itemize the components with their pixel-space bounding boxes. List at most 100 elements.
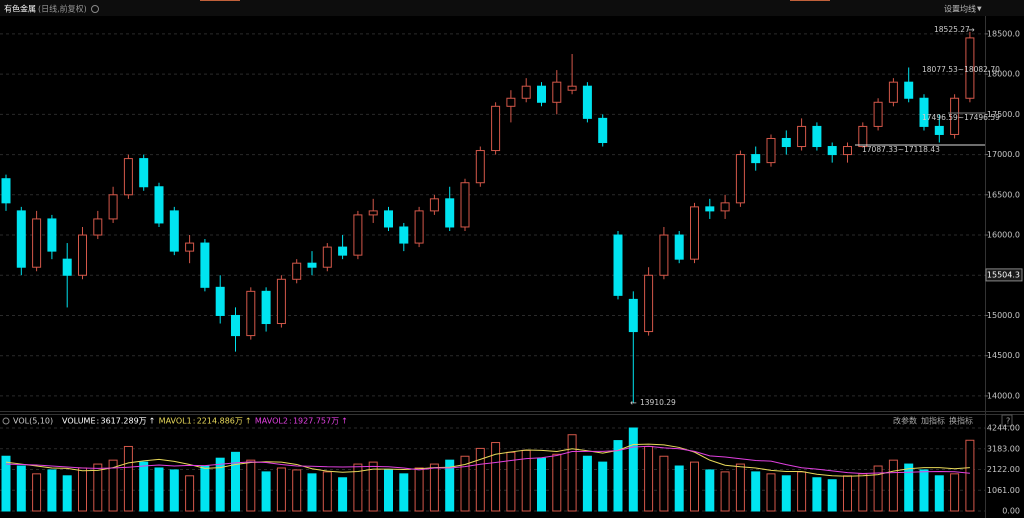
- volume-bar: [904, 463, 914, 512]
- candle-body: [368, 210, 378, 216]
- volume-bar: [598, 461, 608, 512]
- volume-bar: [919, 469, 929, 512]
- volume-bar: [873, 465, 883, 512]
- candle-body: [690, 206, 699, 260]
- volume-bar: [445, 459, 455, 512]
- y-tick-label: 4244.00: [987, 424, 1020, 433]
- price-marker-box: [985, 268, 1023, 282]
- y-tick-label: 17500.0: [987, 110, 1020, 119]
- legend-arrow: ↑: [341, 417, 348, 426]
- candle-body: [644, 274, 654, 333]
- candle-body: [873, 101, 883, 127]
- candle-body: [231, 314, 240, 337]
- candle-body: [521, 85, 531, 99]
- y-tick-label: 16000.0: [987, 231, 1020, 240]
- legend-sep: :: [97, 417, 100, 426]
- legend-name: MAVOL2: [255, 417, 288, 426]
- volume-bar: [307, 473, 317, 512]
- vol-title: VOL(5,10): [13, 417, 53, 426]
- y-tick-label: 2122.00: [987, 465, 1020, 474]
- candle-body: [843, 146, 852, 156]
- volume-bar: [690, 461, 699, 512]
- legend-arrow: ↑: [149, 417, 156, 426]
- y-tick-label: 18500.0: [987, 29, 1020, 38]
- candle-body: [16, 210, 26, 268]
- candle-body: [429, 198, 439, 212]
- candle-body: [169, 210, 179, 252]
- volume-bar: [751, 471, 761, 512]
- candle-body: [445, 198, 455, 228]
- legend-value: 3617.289万: [101, 417, 147, 426]
- volume-bar: [261, 471, 271, 512]
- volume-bar: [934, 475, 944, 512]
- vol-icon: [2, 417, 10, 425]
- candle-body: [613, 234, 623, 296]
- indicator-button[interactable]: 改参数: [893, 416, 917, 426]
- volume-bar: [552, 453, 562, 512]
- volume-bar: [47, 469, 57, 512]
- legend-name: MAVOL1: [159, 417, 192, 426]
- volume-bar: [475, 447, 485, 512]
- volume-bar: [705, 469, 715, 512]
- candle-body: [827, 146, 837, 156]
- candle-body: [93, 218, 103, 236]
- candle-body: [261, 290, 271, 325]
- settings-icon[interactable]: [91, 5, 99, 13]
- candle-body: [705, 206, 715, 212]
- y-tick-label: 15000.0: [987, 311, 1020, 320]
- volume-bar: [139, 461, 149, 512]
- dropdown-icon[interactable]: ▼: [977, 6, 982, 13]
- candle-body: [491, 105, 501, 152]
- legend-arrow: ↑: [245, 417, 252, 426]
- volume-bar: [78, 467, 87, 512]
- volume-bar: [644, 445, 654, 512]
- candle-body: [32, 218, 42, 268]
- y-tick-label: 17000.0: [987, 150, 1020, 159]
- candle-body: [475, 150, 485, 184]
- help-icon[interactable]: ?: [1006, 417, 1010, 426]
- volume-bar: [16, 465, 26, 512]
- price-marker: 15504.3: [987, 270, 1020, 279]
- indicator-button[interactable]: 加指标: [921, 416, 945, 426]
- volume-bar: [812, 477, 822, 512]
- candle-body: [888, 81, 898, 103]
- volume-bar: [231, 451, 240, 512]
- legend-value: 1927.757万: [293, 417, 339, 426]
- volume-bar: [384, 469, 393, 512]
- candle-body: [322, 246, 332, 268]
- candle-body: [353, 214, 363, 256]
- candle-body: [307, 262, 317, 268]
- help-box[interactable]: [1001, 414, 1013, 427]
- candle-body: [720, 202, 730, 212]
- candle-body: [506, 97, 516, 107]
- candle-body: [215, 286, 225, 316]
- ma-button[interactable]: 设置均线: [944, 4, 976, 14]
- volume-bar: [537, 457, 546, 512]
- legend-value: 2214.886万: [197, 417, 243, 426]
- ma-line: [5, 445, 970, 474]
- candle-body: [62, 258, 72, 276]
- candle-body: [812, 125, 822, 148]
- volume-bar: [950, 473, 960, 512]
- volume-bar: [123, 445, 133, 512]
- candle-body: [200, 242, 210, 288]
- candle-body: [1, 178, 11, 204]
- candle-body: [628, 298, 638, 333]
- candle-body: [537, 85, 546, 103]
- indicator-button[interactable]: 换指标: [949, 416, 973, 426]
- volume-bar: [353, 463, 363, 512]
- volume-bar: [429, 463, 439, 512]
- y-tick-label: 3183.00: [987, 444, 1020, 453]
- volume-bar: [797, 471, 807, 512]
- volume-bar: [1, 455, 11, 512]
- annotation: 13910.29: [640, 398, 676, 407]
- candle-body: [934, 125, 944, 135]
- top-bar: [0, 0, 1024, 16]
- candle-body: [108, 194, 118, 220]
- candle-body: [781, 137, 791, 148]
- volume-bar: [32, 473, 42, 512]
- volume-bar: [843, 475, 852, 512]
- volume-bar: [735, 463, 745, 512]
- arrow: →: [968, 26, 975, 35]
